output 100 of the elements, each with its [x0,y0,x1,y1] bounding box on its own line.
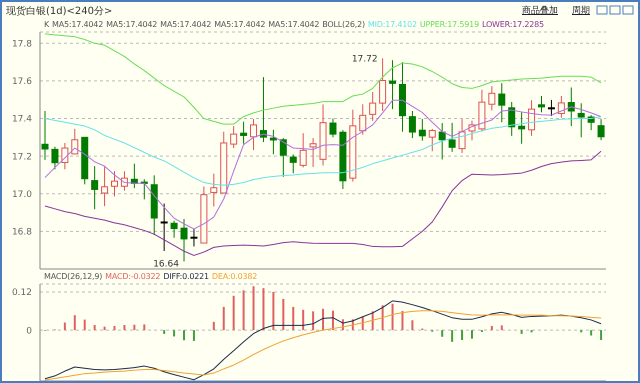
candlestick [578,102,585,138]
annotation: 16.64 [153,260,180,270]
text: MID:17.4102 [368,20,417,29]
bar [222,306,225,330]
candlestick [180,218,188,262]
y-tick-label: 0.12 [12,288,32,298]
text: UPPER:17.5919 [420,20,479,29]
candlestick [170,220,178,238]
bar [470,330,473,339]
text: LOWER:17.2285 [482,20,544,29]
candlestick [498,82,506,123]
text: MA5:17.4042 [52,20,104,29]
bar [104,326,106,330]
bar [600,330,602,340]
candlestick [408,110,416,139]
line-series [44,150,602,256]
y-tick-label: 17.4 [12,114,32,125]
candlestick [558,95,565,118]
bar [252,286,255,330]
bar [392,304,394,330]
candlestick [210,173,218,208]
bar [262,288,264,330]
chart-title: 现货白银(1d)<240分> [6,5,112,18]
candlestick [51,146,58,170]
bar [451,330,454,342]
candlestick [91,166,98,210]
bar [74,315,76,330]
bar [292,306,294,330]
text: MACD:-0.0322 [105,272,160,281]
bar [441,330,444,337]
y-tick-label: 17.8 [12,39,32,50]
bar [114,326,116,330]
candlestick [518,112,526,144]
bar [332,310,334,330]
bar [520,330,523,334]
candlestick [111,170,118,197]
candlestick [369,92,376,122]
candlestick [270,129,277,155]
candlestick [598,118,605,141]
candlestick [528,100,536,136]
text: MACD(26,12,9) [44,272,102,281]
text: MA5:17.4042 [214,20,266,29]
candlestick [230,126,238,149]
bar [461,330,464,340]
annotation: 17.72 [352,54,378,65]
candlestick [190,228,198,247]
line-series [44,100,602,230]
candlestick [359,104,366,136]
bar [232,296,235,330]
bar [123,325,126,330]
candlestick [240,121,248,144]
candlestick [101,166,108,207]
candlestick [568,86,575,127]
bar [500,325,503,330]
bar [163,330,166,334]
candlestick [448,122,456,152]
candlestick [290,154,297,174]
bar [64,322,66,330]
y-tick-label: 16.8 [12,228,32,238]
bar [322,308,324,330]
text: MA5:17.4042 [106,20,158,29]
candlestick [428,128,436,152]
candlestick [379,58,386,112]
candlestick [250,118,258,150]
bar [312,311,314,330]
candlestick [310,138,317,168]
bar [143,324,146,330]
bar [490,326,493,330]
candlestick [42,110,48,160]
bar [382,305,384,330]
bar [411,320,414,330]
text: DEA:0.0382 [212,272,258,281]
text: 周期 [572,4,590,17]
candlestick [61,142,68,170]
bar [183,330,186,340]
bar [84,320,86,330]
y-tick-label: 17.6 [12,77,32,88]
candlestick [329,118,336,138]
bar [192,330,195,341]
bar [590,330,592,336]
text: MA5:17.4042 [268,20,320,29]
y-tick-label: 0 [26,326,32,336]
text: K [44,20,50,29]
candlestick [438,122,446,160]
bar [94,325,96,330]
candlestick [548,99,555,117]
bar [282,298,284,330]
bar [302,310,304,330]
candlestick [280,138,287,178]
candlestick [389,60,396,110]
candlestick [488,86,496,111]
bar [212,322,215,330]
line-series [44,33,602,125]
text: 商品叠加 [522,4,558,17]
y-tick-label: 17.0 [12,190,32,200]
bar [272,292,274,330]
bar [133,324,136,330]
candlestick [508,101,516,136]
text: DIFF:0.0221 [163,272,209,281]
text: MA5:17.4042 [160,20,212,29]
